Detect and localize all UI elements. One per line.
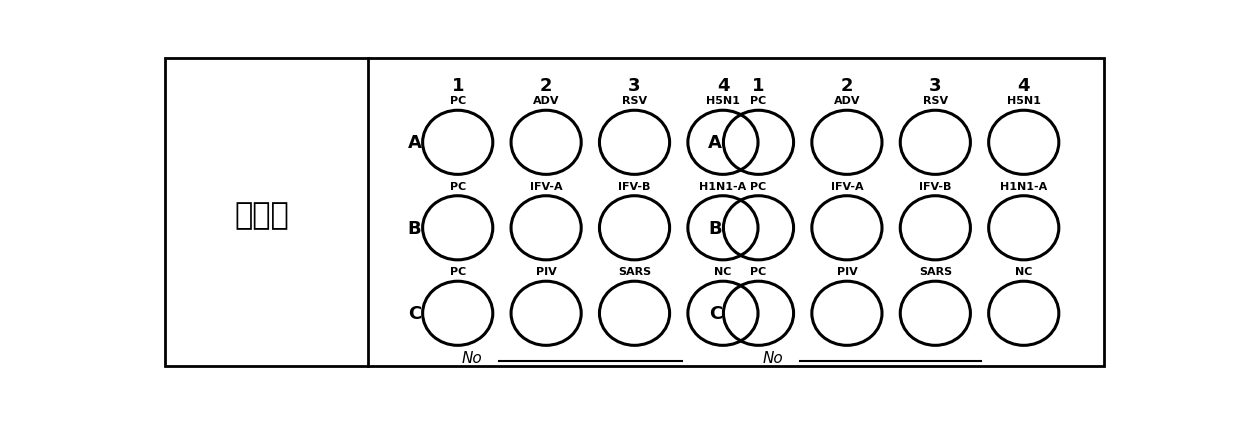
Text: 1: 1: [753, 77, 765, 95]
Text: SARS: SARS: [919, 267, 952, 276]
Text: IFV-B: IFV-B: [619, 181, 651, 191]
Text: No: No: [461, 350, 482, 366]
Text: H5N1: H5N1: [706, 96, 740, 106]
Text: 3: 3: [629, 77, 641, 95]
Text: ADV: ADV: [833, 96, 861, 106]
Text: PC: PC: [750, 267, 766, 276]
Text: PC: PC: [450, 267, 466, 276]
Text: PC: PC: [750, 181, 766, 191]
Text: 3: 3: [929, 77, 941, 95]
Text: H1N1-A: H1N1-A: [1001, 181, 1048, 191]
Text: PC: PC: [450, 181, 466, 191]
Text: 1: 1: [451, 77, 464, 95]
Text: PIV: PIV: [536, 267, 557, 276]
Text: C: C: [408, 305, 422, 322]
Text: PC: PC: [450, 96, 466, 106]
Text: 4: 4: [1018, 77, 1030, 95]
Text: 2: 2: [539, 77, 552, 95]
Text: PC: PC: [750, 96, 766, 106]
Text: A: A: [708, 134, 722, 152]
Text: H5N1: H5N1: [1007, 96, 1040, 106]
Text: No: No: [763, 350, 784, 366]
Text: SARS: SARS: [618, 267, 651, 276]
Text: 标识区: 标识区: [234, 201, 289, 230]
Text: B: B: [408, 219, 422, 237]
Text: A: A: [408, 134, 422, 152]
Text: RSV: RSV: [622, 96, 647, 106]
Text: PIV: PIV: [837, 267, 857, 276]
Text: ADV: ADV: [533, 96, 559, 106]
Text: IFV-A: IFV-A: [831, 181, 863, 191]
Text: B: B: [708, 219, 722, 237]
Text: 2: 2: [841, 77, 853, 95]
Text: 4: 4: [717, 77, 729, 95]
Text: H1N1-A: H1N1-A: [699, 181, 746, 191]
Text: IFV-B: IFV-B: [919, 181, 951, 191]
Text: NC: NC: [1016, 267, 1033, 276]
Text: IFV-A: IFV-A: [529, 181, 563, 191]
Text: C: C: [708, 305, 722, 322]
Text: NC: NC: [714, 267, 732, 276]
Text: RSV: RSV: [923, 96, 947, 106]
